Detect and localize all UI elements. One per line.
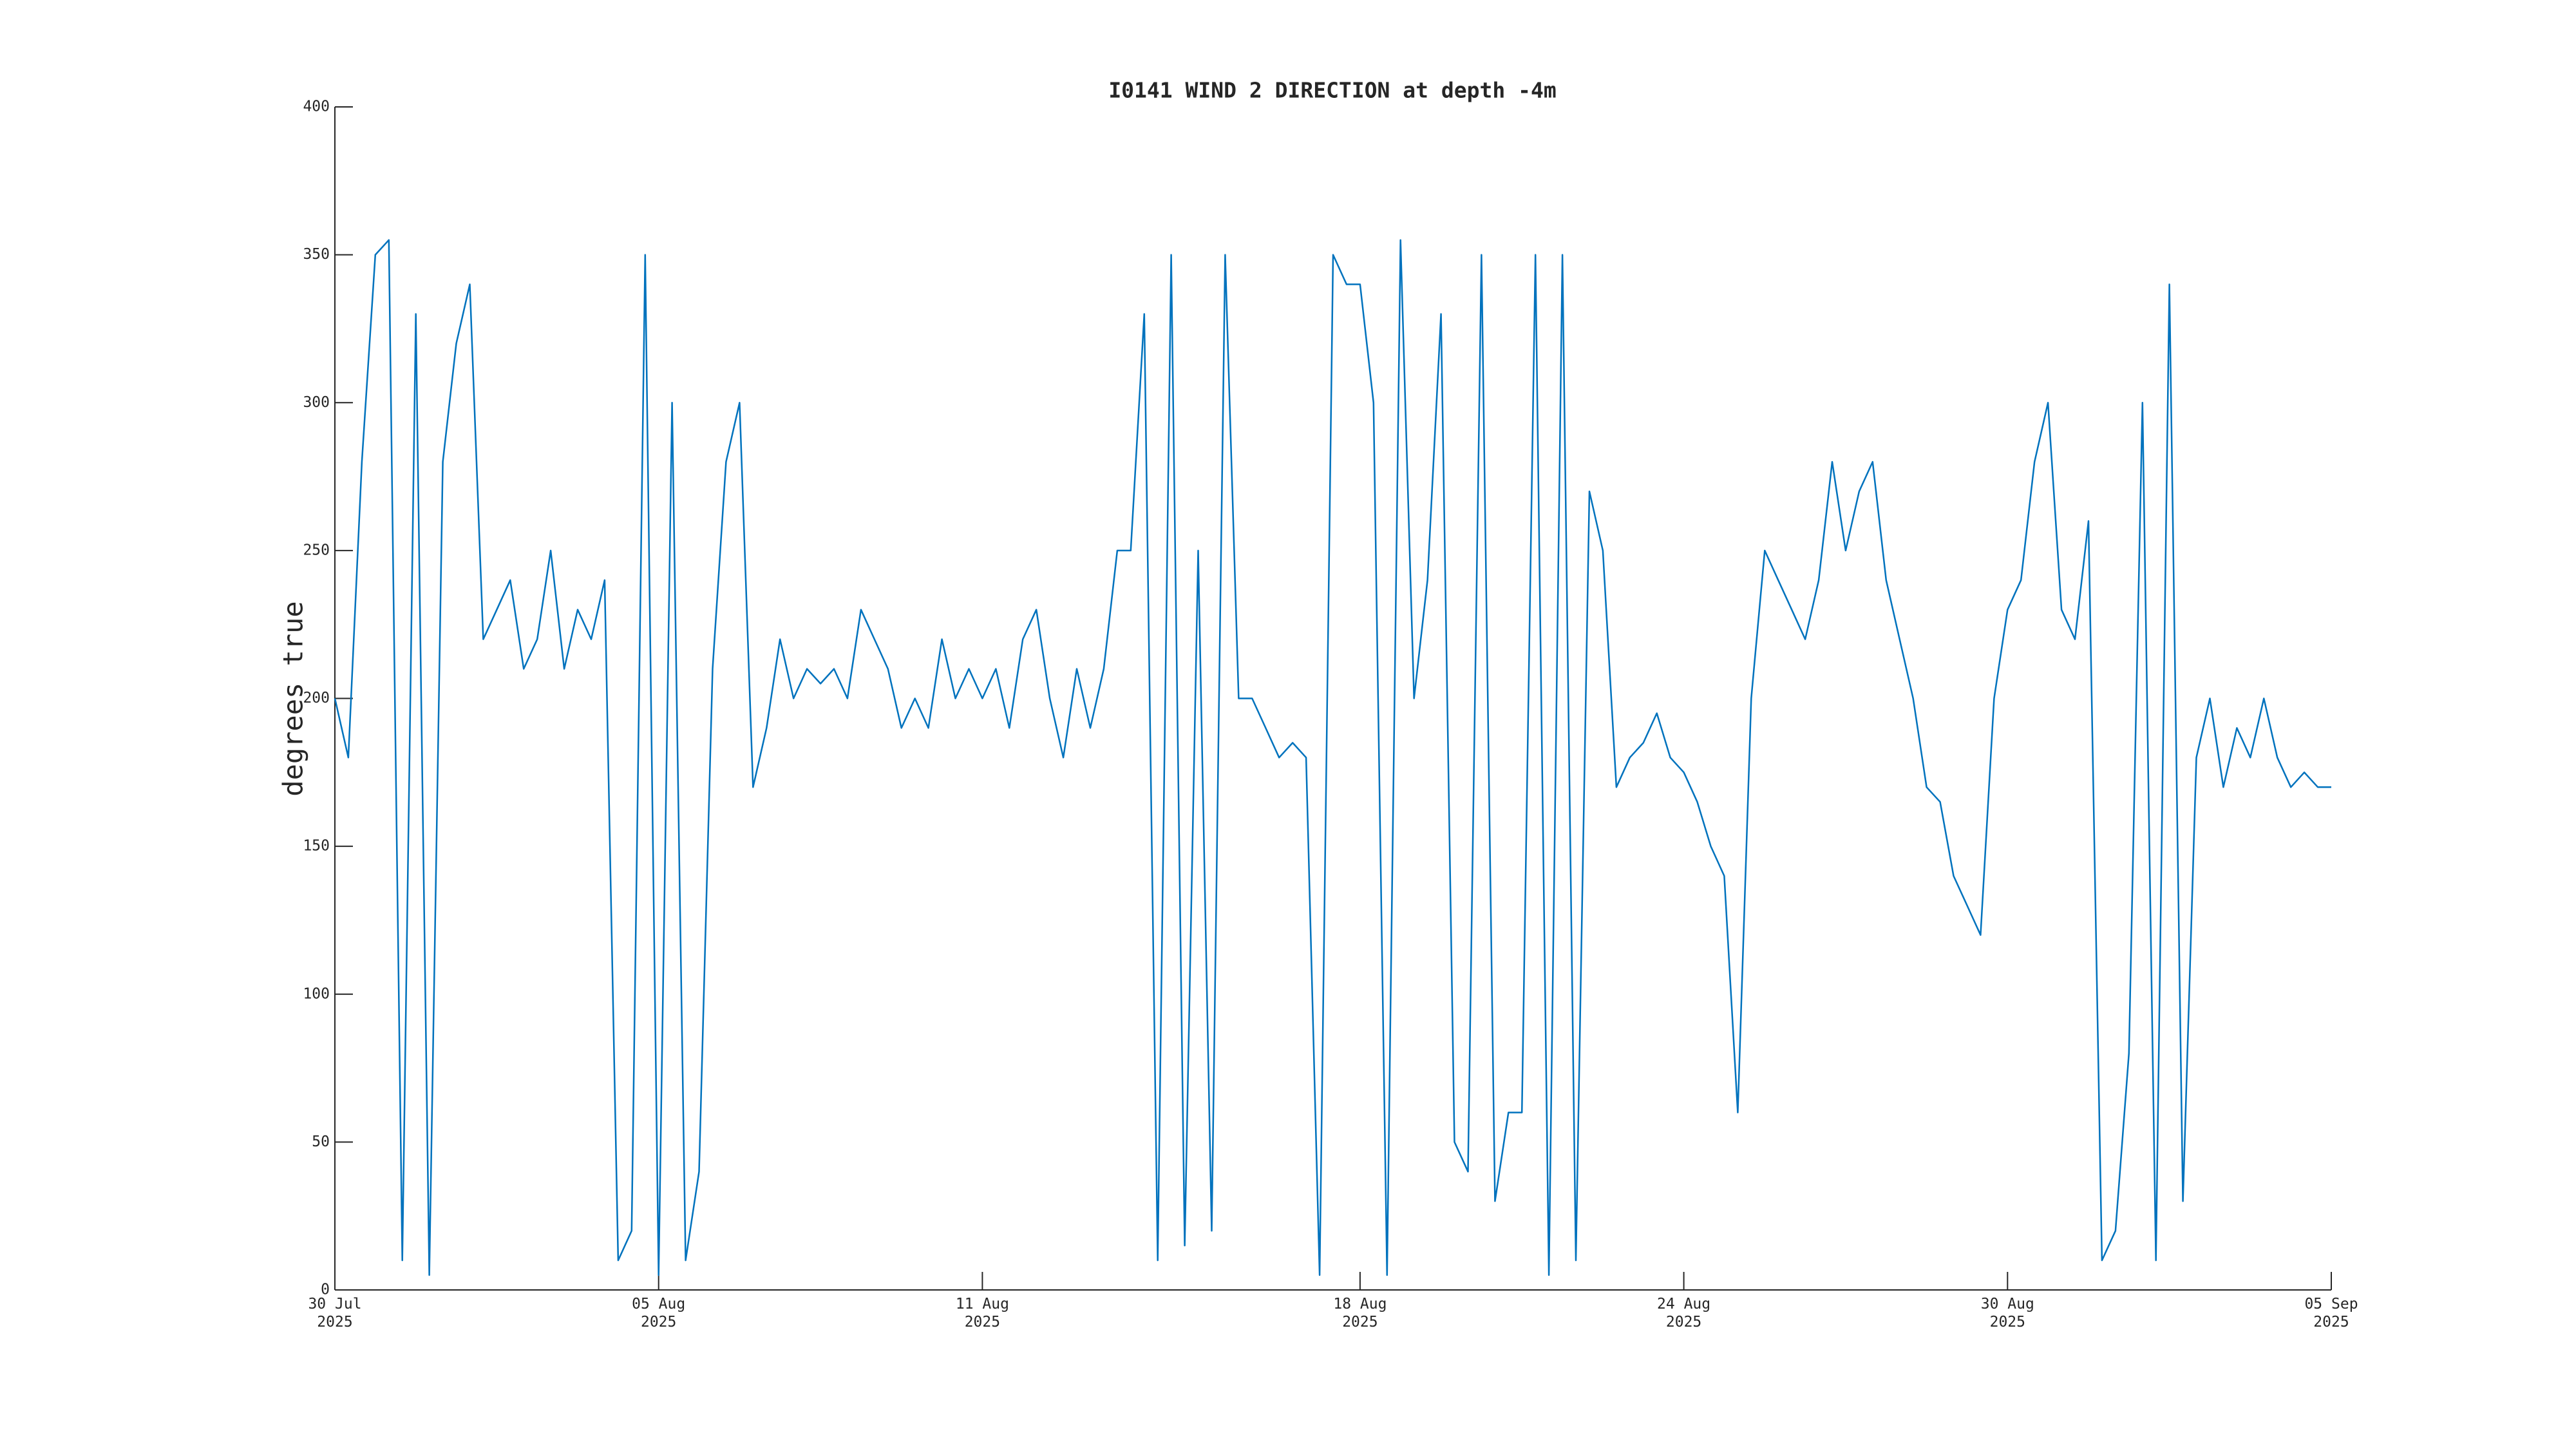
data-line [334,239,2331,1276]
y-axis-label: degrees true [278,601,309,796]
x-tick-label: 05 Sep 2025 [2304,1296,2358,1331]
x-tick-label: 11 Aug 2025 [955,1296,1009,1331]
y-tick-label: 100 [303,985,330,1002]
y-tick-label: 400 [303,99,330,115]
y-tick-label: 350 [303,246,330,263]
y-tick-label: 150 [303,838,330,855]
x-tick-label: 24 Aug 2025 [1657,1296,1711,1331]
chart-title: I0141 WIND 2 DIRECTION at depth -4m [1108,78,1556,103]
y-tick-label: 0 [321,1282,330,1298]
x-tick-label: 30 Jul 2025 [308,1296,362,1331]
x-tick-label: 05 Aug 2025 [632,1296,686,1331]
y-tick-label: 200 [303,690,330,706]
y-tick-label: 50 [312,1133,330,1150]
x-tick-label: 30 Aug 2025 [1980,1296,2034,1331]
y-tick-label: 250 [303,542,330,558]
y-tick-label: 300 [303,394,330,411]
x-tick-label: 18 Aug 2025 [1333,1296,1387,1331]
